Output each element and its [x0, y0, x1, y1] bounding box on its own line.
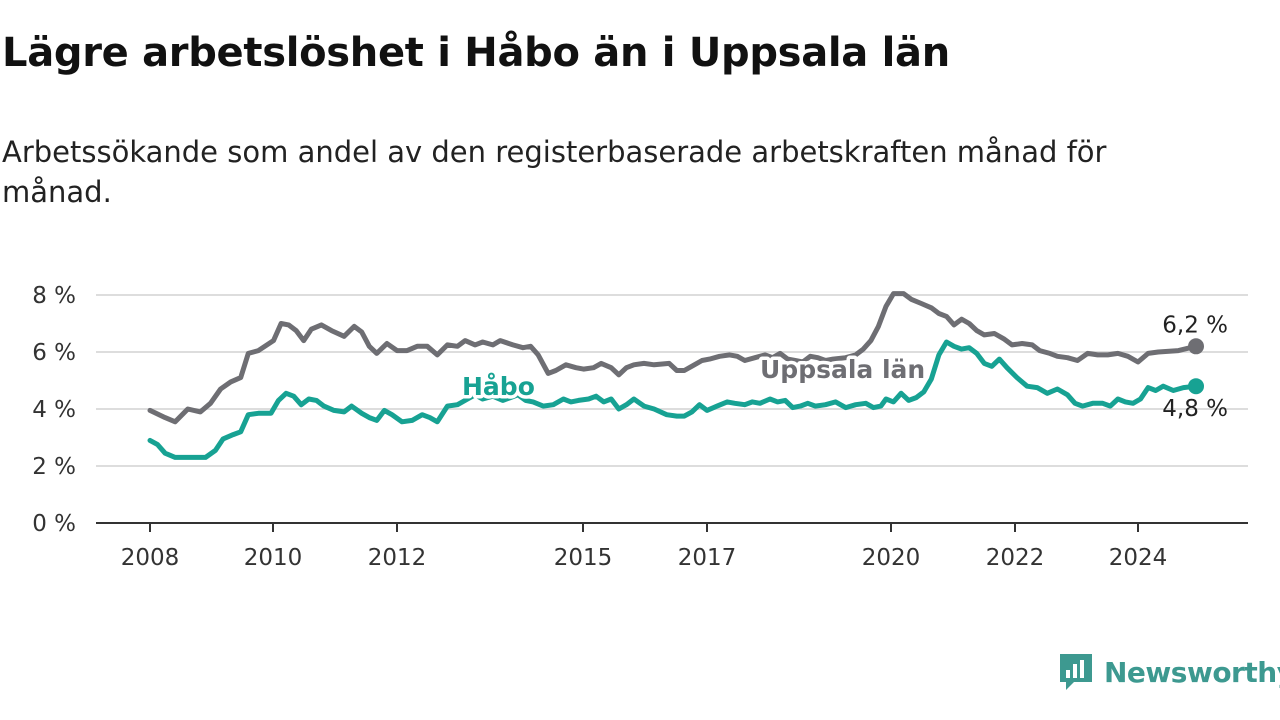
- y-tick-label: 2 %: [32, 454, 76, 480]
- gridlines: [96, 294, 1248, 467]
- series-lines: [147, 291, 1204, 460]
- series-name-label-halo: Håbo: [462, 372, 535, 401]
- x-tick-label: 2015: [554, 545, 613, 571]
- y-tick-label: 8 %: [32, 283, 76, 309]
- series-end-label: 4,8 %: [1162, 396, 1228, 422]
- x-tick-label: 2010: [244, 545, 303, 571]
- chart-subtitle: Arbetssökande som andel av den registerb…: [2, 135, 1107, 209]
- x-tick-label: 2022: [986, 545, 1045, 571]
- newsworthy-brand[interactable]: Newsworthy: [1058, 652, 1280, 692]
- y-axis: 0 % 2 % 4 % 6 % 8 %: [32, 283, 76, 537]
- newsworthy-logo-icon: [1060, 654, 1092, 690]
- x-axis: 2008 2010 2012 2015 2017 2020 2022 2024: [96, 522, 1248, 571]
- series-end-point: [1188, 338, 1204, 355]
- series-line-0: [147, 291, 1199, 425]
- brand-name: Newsworthy: [1104, 655, 1280, 689]
- series-end-point: [1188, 378, 1204, 395]
- x-tick-label: 2012: [368, 545, 427, 571]
- chart-title: Lägre arbetslöshet i Håbo än i Uppsala l…: [2, 30, 950, 76]
- x-tick-label: 2024: [1109, 545, 1168, 571]
- series-name-label: Håbo: [462, 372, 535, 401]
- x-tick-label: 2017: [678, 545, 737, 571]
- series-end-label: 6,2 %: [1162, 312, 1228, 338]
- y-tick-label: 4 %: [32, 397, 76, 423]
- x-tick-label: 2020: [862, 545, 921, 571]
- y-tick-label: 0 %: [32, 511, 76, 537]
- series-name-label: Uppsala län: [760, 355, 925, 384]
- x-tick-label: 2008: [121, 545, 180, 571]
- y-tick-label: 6 %: [32, 340, 76, 366]
- series-line-1: [147, 339, 1199, 460]
- series-name-label-halo: Uppsala län: [760, 355, 925, 384]
